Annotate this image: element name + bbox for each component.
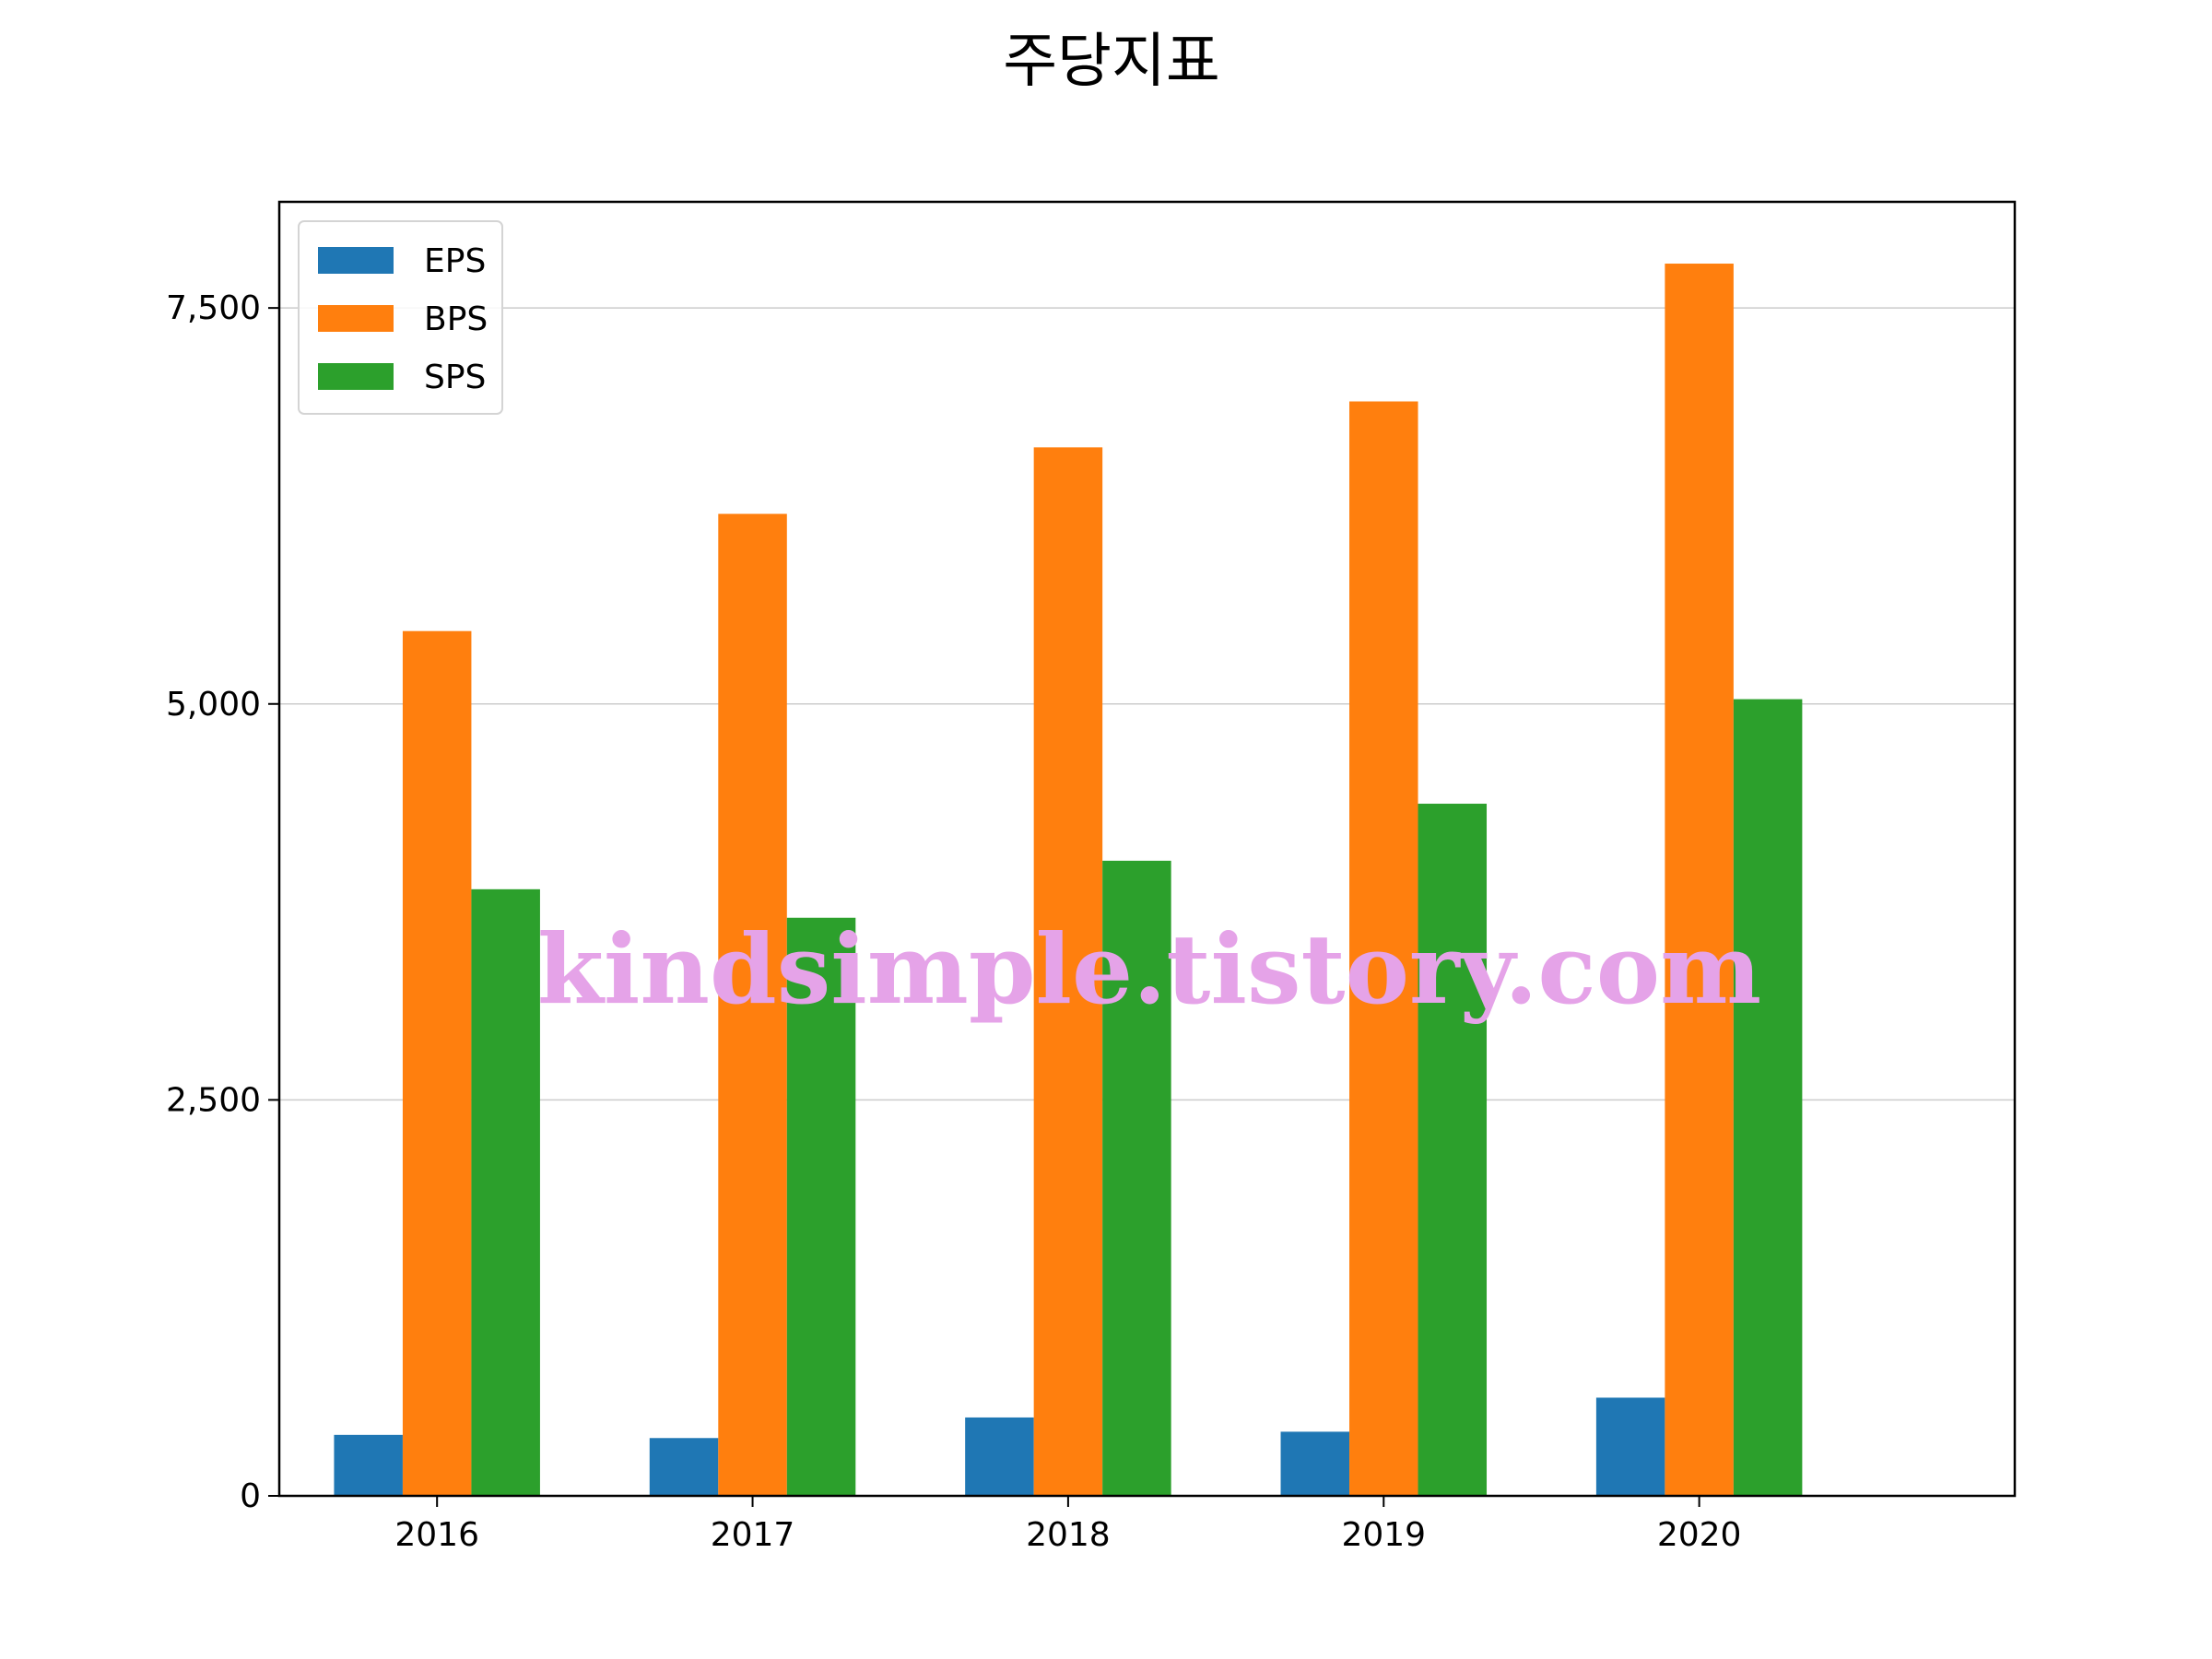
chart-title: 주당지표	[1003, 28, 1220, 96]
bars	[334, 264, 1803, 1497]
bar-bps-2019	[1349, 401, 1418, 1496]
x-tick-label: 2018	[1026, 1516, 1111, 1554]
bar-sps-2016	[471, 888, 540, 1496]
legend-swatch-bps	[318, 305, 394, 332]
bar-sps-2019	[1418, 804, 1488, 1496]
bar-sps-2018	[1102, 860, 1171, 1496]
x-tick-label: 2020	[1657, 1516, 1742, 1554]
bar-bps-2018	[1033, 447, 1103, 1496]
watermark-text: kindsimple.tistory.com	[537, 912, 1761, 1026]
y-tick-label: 7,500	[166, 289, 261, 327]
bar-eps-2019	[1280, 1431, 1350, 1496]
bar-sps-2017	[786, 917, 856, 1496]
y-tick-label: 0	[240, 1477, 261, 1515]
legend-label-sps: SPS	[424, 359, 486, 396]
x-tick-label: 2019	[1341, 1516, 1426, 1554]
bar-bps-2017	[718, 513, 787, 1496]
y-tick-label: 2,500	[166, 1081, 261, 1119]
bar-bps-2016	[402, 630, 472, 1496]
y-tick-label: 5,000	[166, 686, 261, 724]
x-tick-label: 2017	[711, 1516, 795, 1554]
plot-frame	[277, 200, 2017, 1498]
legend-swatch-sps	[318, 363, 394, 390]
bar-eps-2018	[965, 1417, 1034, 1496]
legend: EPS BPS SPS	[298, 220, 503, 415]
legend-label-bps: BPS	[424, 300, 488, 338]
bar-sps-2020	[1733, 699, 1803, 1496]
legend-label-eps: EPS	[424, 242, 486, 280]
bar-eps-2016	[334, 1434, 403, 1496]
legend-swatch-eps	[318, 247, 394, 274]
bar-bps-2020	[1665, 264, 1734, 1497]
bar-eps-2020	[1595, 1397, 1665, 1496]
axis-ticks: 0 2,500 5,000 7,500 2016 2017 2018 2019 2020	[166, 289, 1742, 1554]
bar-eps-2017	[649, 1438, 719, 1496]
x-tick-label: 2016	[394, 1516, 479, 1554]
